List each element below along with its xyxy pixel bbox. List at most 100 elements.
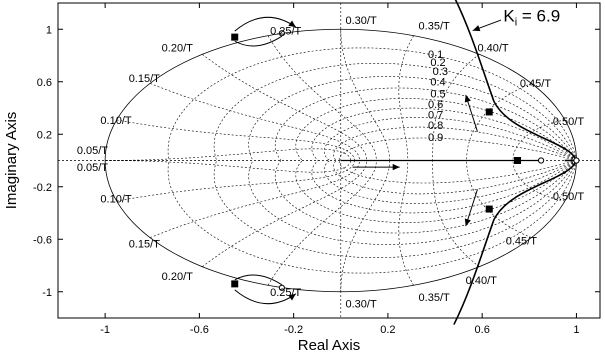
wn-label-lower-9: 0.10/T [100, 194, 131, 206]
zeta-label-1: 0.1 [428, 49, 443, 61]
wn-curve-lower-8 [149, 160, 361, 238]
zeta-label-7: 0.7 [428, 110, 443, 122]
zeta-label-2: 0.2 [430, 57, 445, 69]
locus-branch-upper [454, 0, 578, 161]
wn-label-upper-4: 0.35/T [419, 20, 450, 32]
wn-label-lower-6: 0.25/T [270, 287, 301, 299]
wn-curve-lower-6 [267, 160, 377, 286]
y-axis-title: Imaginary Axis [3, 112, 20, 210]
wn-label-upper-10: 0.05/T [77, 145, 108, 157]
x-axis-title: Real Axis [298, 337, 361, 354]
wn-curve-upper-7 [202, 54, 368, 161]
wn-label-lower-4: 0.35/T [419, 292, 450, 304]
zeta-label-4: 0.4 [430, 77, 445, 89]
xtick-label-5: 0.6 [475, 324, 490, 336]
wn-label-lower-2: 0.45/T [506, 236, 537, 248]
comp-arrow-upper-head [288, 20, 296, 28]
z-plane-grid [58, 3, 600, 318]
arrow-branch-lower-head [464, 218, 471, 227]
zeta-curve-lower-6 [311, 160, 577, 214]
xtick-label-4: 0.2 [380, 324, 395, 336]
wn-label-upper-8: 0.15/T [129, 73, 160, 85]
wn-label-lower-3: 0.40/T [466, 275, 497, 287]
wn-curve-upper-9 [116, 119, 355, 161]
ytick-label-1: 1 [46, 24, 52, 36]
gain-annotation-arrow-head [472, 25, 481, 32]
wn-label-upper-9: 0.10/T [100, 115, 131, 127]
real-pole-circle-1 [537, 157, 545, 164]
wn-label-upper-1: 0.50/T [553, 116, 584, 128]
grid-label-layer: 0.50/T0.45/T0.40/T0.35/T0.30/T0.25/T0.20… [77, 6, 584, 310]
wn-label-lower-5: 0.30/T [345, 299, 376, 311]
real-pole-square [514, 157, 522, 164]
xtick-label-2: -0.6 [190, 324, 209, 336]
wn-curve-lower-4 [398, 160, 414, 286]
comp-curve-upper-return [234, 35, 283, 47]
wn-label-lower-1: 0.50/T [553, 191, 584, 203]
wn-label-upper-3: 0.40/T [477, 43, 508, 55]
arrow-branch-upper-head [464, 94, 471, 103]
axes-layer: -1 -0.6 -0.2 0.2 0.6 1 1 0.6 0.2 -0.2 -0.6 -1 Real A… [3, 3, 600, 354]
wn-label-lower-8: 0.15/T [129, 238, 160, 250]
plot-frame-layer [57, 2, 601, 319]
compensator-mark-1 [231, 33, 239, 41]
locus-branch-lower [453, 160, 578, 325]
wn-label-upper-2: 0.45/T [520, 78, 551, 90]
zeta-curve-upper-8 [333, 126, 577, 161]
compensator-target-1 [278, 30, 285, 37]
branch-mark-2 [485, 205, 493, 213]
zeta-curve-lower-4 [274, 160, 577, 234]
zeta-curve-upper-9 [338, 137, 577, 161]
wn-curve-upper-10 [105, 148, 352, 161]
wn-label-lower-10: 0.05/T [77, 162, 108, 174]
wn-curve-lower-1 [512, 160, 565, 202]
zeta-curve-upper-4 [274, 87, 577, 161]
ytick-label-5: -0.6 [33, 234, 52, 246]
ytick-label-2: 0.6 [37, 77, 52, 89]
wn-curve-lower-3 [432, 160, 480, 267]
root-locus-layer [234, 0, 578, 325]
real-pole-circle-2 [573, 157, 580, 164]
zeta-curve-upper-1 [167, 47, 577, 161]
ytick-label-6: -1 [42, 287, 52, 299]
zeta-curve-upper-6 [311, 107, 577, 161]
comp-arrow-lower-head [288, 293, 296, 301]
wn-label-upper-5: 0.30/T [345, 15, 376, 27]
marker-layer [231, 30, 580, 291]
zeta-curve-lower-9 [338, 160, 577, 184]
zeta-curve-lower-3 [248, 160, 577, 245]
zeta-label-8: 0.8 [428, 120, 443, 132]
wn-curve-lower-10 [105, 160, 352, 173]
xtick-label-6: 1 [573, 324, 579, 336]
ytick-label-4: -0.2 [33, 182, 52, 194]
wn-label-upper-6: 0.25/T [270, 26, 301, 38]
wn-curve-lower-9 [116, 160, 355, 202]
wn-curve-upper-6 [267, 35, 377, 161]
zeta-curve-lower-8 [333, 160, 577, 195]
wn-curve-lower-5 [340, 160, 391, 292]
zeta-label-3: 0.3 [433, 66, 448, 78]
wn-label-lower-7: 0.20/T [162, 271, 193, 283]
gain-annotation: Ki = 6.9 [503, 6, 560, 28]
wn-curve-upper-3 [432, 54, 480, 161]
wn-curve-upper-1 [512, 119, 565, 161]
wn-curve-upper-8 [149, 83, 361, 161]
wn-curve-lower-7 [202, 160, 368, 267]
xtick-label-3: -0.2 [284, 324, 303, 336]
zeta-label-5: 0.5 [430, 89, 445, 101]
wn-curve-upper-5 [340, 29, 391, 161]
comp-curve-lower-return [234, 274, 283, 286]
ytick-label-3: 0.2 [37, 129, 52, 141]
branch-mark-1 [485, 108, 493, 116]
gain-annotation-main: K [503, 6, 515, 25]
zeta-label-9: 0.9 [428, 132, 443, 144]
zeta-label-6: 0.6 [428, 99, 443, 111]
wn-curve-lower-2 [466, 160, 532, 238]
zeta-curve-upper-3 [248, 76, 577, 161]
gain-annotation-sub: i [515, 16, 517, 28]
zeta-curve-lower-1 [167, 160, 577, 274]
plot-frame [57, 2, 601, 319]
compensator-mark-2 [231, 280, 239, 288]
